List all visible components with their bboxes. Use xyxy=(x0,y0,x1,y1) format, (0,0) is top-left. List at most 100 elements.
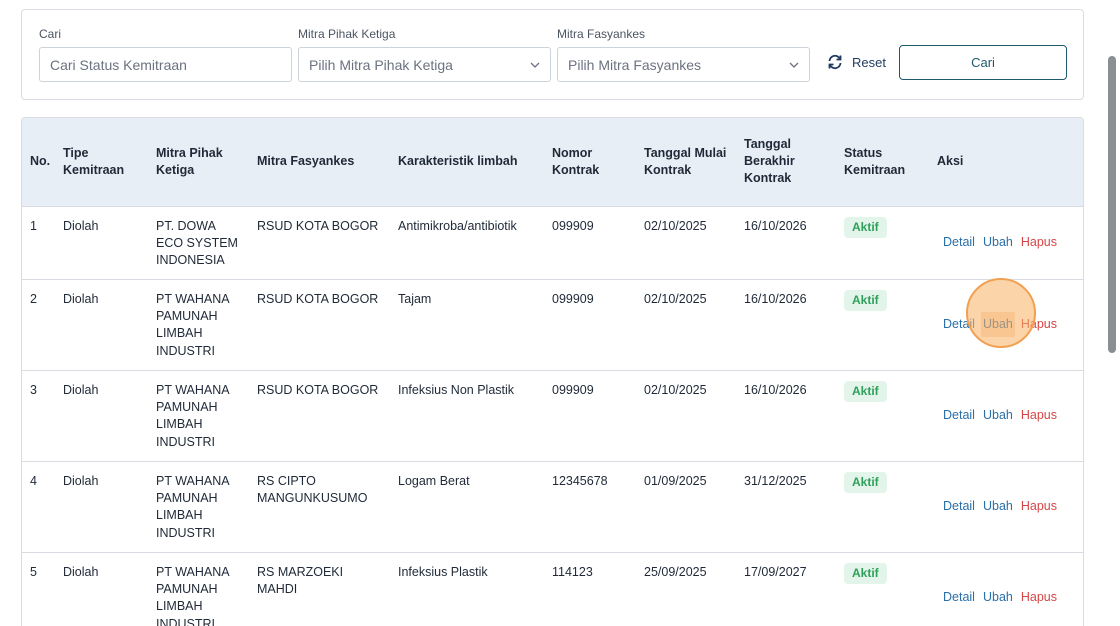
detail-link[interactable]: Detail xyxy=(943,407,975,422)
delete-link[interactable]: Hapus xyxy=(1020,498,1057,513)
cell-no: 5 xyxy=(22,551,55,626)
cell-pihak: PT WAHANA PAMUNAH LIMBAH INDUSTRI xyxy=(148,551,249,626)
reset-label: Reset xyxy=(852,54,886,70)
detail-link[interactable]: Detail xyxy=(943,498,975,513)
status-badge: Aktif xyxy=(844,216,887,238)
cell-no: 1 xyxy=(22,205,55,279)
column-header: Karakteristik limbah xyxy=(398,154,518,169)
cell-status: Aktif xyxy=(836,551,929,626)
status-badge: Aktif xyxy=(844,289,887,311)
cell-mulai: 02/10/2025 xyxy=(636,369,736,461)
table-header-row: No. Tipe Kemitraan Mitra Pihak Ketiga Mitra… xyxy=(22,118,1083,206)
cell-mulai: 02/10/2025 xyxy=(636,278,736,370)
edit-link[interactable]: Ubah xyxy=(982,407,1013,422)
cell-actions: Detail Ubah Hapus xyxy=(929,278,1083,370)
column-header: Tipe Kemitraan xyxy=(63,145,125,177)
cell-berakhir: 16/10/2026 xyxy=(736,205,836,279)
edit-link[interactable]: Ubah xyxy=(982,590,1013,605)
table-row: 3 Diolah PT WAHANA PAMUNAH LIMBAH INDUSTRI… xyxy=(22,369,1083,461)
cell-limbah: Infeksius Non Plastik xyxy=(390,369,544,461)
cell-tipe: Diolah xyxy=(55,551,148,626)
refresh-icon xyxy=(828,54,842,70)
cell-status: Aktif xyxy=(836,205,929,279)
cell-tipe: Diolah xyxy=(55,205,148,279)
scrollbar-thumb[interactable] xyxy=(1108,56,1116,353)
cell-kontrak: 114123 xyxy=(544,551,636,626)
edit-link[interactable]: Ubah xyxy=(980,311,1015,338)
status-badge: Aktif xyxy=(844,471,887,493)
facility-select-value: Pilih Mitra Fasyankes xyxy=(568,56,702,73)
column-header: Mitra Pihak Ketiga xyxy=(156,145,223,177)
cell-actions: Detail Ubah Hapus xyxy=(929,369,1083,461)
cell-actions: Detail Ubah Hapus xyxy=(929,460,1083,552)
facility-field-group: Mitra Fasyankes Pilih Mitra Fasyankes xyxy=(557,27,810,82)
cell-limbah: Antimikroba/antibiotik xyxy=(390,205,544,279)
column-header: Aksi xyxy=(937,154,964,169)
third-party-field-group: Mitra Pihak Ketiga Pilih Mitra Pihak Ket… xyxy=(298,27,551,82)
status-badge: Aktif xyxy=(844,562,887,584)
cell-tipe: Diolah xyxy=(55,369,148,461)
chevron-down-icon xyxy=(530,62,540,68)
cell-no: 2 xyxy=(22,278,55,370)
cell-fasyankes: RSUD KOTA BOGOR xyxy=(249,278,390,370)
cell-berakhir: 17/09/2027 xyxy=(736,551,836,626)
cell-limbah: Tajam xyxy=(390,278,544,370)
cell-no: 4 xyxy=(22,460,55,552)
partnership-table: No. Tipe Kemitraan Mitra Pihak Ketiga Mitra… xyxy=(21,117,1084,626)
chevron-down-icon xyxy=(789,62,799,68)
cell-actions: Detail Ubah Hapus xyxy=(929,205,1083,279)
cell-fasyankes: RSUD KOTA BOGOR xyxy=(249,205,390,279)
cell-tipe: Diolah xyxy=(55,460,148,552)
third-party-select-value: Pilih Mitra Pihak Ketiga xyxy=(309,56,453,73)
filter-panel: Cari Cari Status Kemitraan Mitra Pihak K… xyxy=(21,9,1084,100)
column-header: Nomor Kontrak xyxy=(552,145,600,177)
column-header: Tanggal Mulai Kontrak xyxy=(644,145,727,177)
edit-link[interactable]: Ubah xyxy=(982,498,1013,513)
table-row: 2 Diolah PT WAHANA PAMUNAH LIMBAH INDUSTRI… xyxy=(22,278,1083,370)
search-field-group: Cari Cari Status Kemitraan xyxy=(39,27,292,82)
delete-link[interactable]: Hapus xyxy=(1020,316,1057,331)
search-label: Cari xyxy=(39,27,62,41)
status-badge: Aktif xyxy=(844,380,887,402)
facility-label: Mitra Fasyankes xyxy=(557,27,646,41)
reset-button[interactable]: Reset xyxy=(826,53,886,71)
column-header: Tanggal Berakhir Kontrak xyxy=(744,137,795,186)
cell-berakhir: 31/12/2025 xyxy=(736,460,836,552)
cell-mulai: 25/09/2025 xyxy=(636,551,736,626)
cell-kontrak: 099909 xyxy=(544,205,636,279)
column-header: No. xyxy=(30,154,51,169)
cell-limbah: Infeksius Plastik xyxy=(390,551,544,626)
table-row: 4 Diolah PT WAHANA PAMUNAH LIMBAH INDUSTRI… xyxy=(22,460,1083,552)
cell-actions: Detail Ubah Hapus xyxy=(929,551,1083,626)
delete-link[interactable]: Hapus xyxy=(1020,407,1057,422)
cell-berakhir: 16/10/2026 xyxy=(736,278,836,370)
edit-link[interactable]: Ubah xyxy=(982,234,1013,249)
delete-link[interactable]: Hapus xyxy=(1020,234,1057,249)
third-party-label: Mitra Pihak Ketiga xyxy=(298,27,396,41)
cell-fasyankes: RS MARZOEKI MAHDI xyxy=(249,551,390,626)
cell-kontrak: 099909 xyxy=(544,278,636,370)
detail-link[interactable]: Detail xyxy=(943,316,975,331)
delete-link[interactable]: Hapus xyxy=(1020,590,1057,605)
search-button[interactable]: Cari xyxy=(899,45,1067,80)
cell-kontrak: 12345678 xyxy=(544,460,636,552)
cell-fasyankes: RSUD KOTA BOGOR xyxy=(249,369,390,461)
cell-limbah: Logam Berat xyxy=(390,460,544,552)
third-party-select[interactable]: Pilih Mitra Pihak Ketiga xyxy=(298,47,551,82)
column-header: Mitra Fasyankes xyxy=(257,154,355,169)
cell-kontrak: 099909 xyxy=(544,369,636,461)
detail-link[interactable]: Detail xyxy=(943,234,975,249)
cell-berakhir: 16/10/2026 xyxy=(736,369,836,461)
cell-mulai: 01/09/2025 xyxy=(636,460,736,552)
cell-pihak: PT. DOWA ECO SYSTEM INDONESIA xyxy=(148,205,249,279)
table-row: 5 Diolah PT WAHANA PAMUNAH LIMBAH INDUSTRI… xyxy=(22,551,1083,626)
cell-status: Aktif xyxy=(836,460,929,552)
search-input[interactable]: Cari Status Kemitraan xyxy=(39,47,292,82)
cell-mulai: 02/10/2025 xyxy=(636,205,736,279)
cell-pihak: PT WAHANA PAMUNAH LIMBAH INDUSTRI xyxy=(148,369,249,461)
facility-select[interactable]: Pilih Mitra Fasyankes xyxy=(557,47,810,82)
cell-status: Aktif xyxy=(836,369,929,461)
cell-status: Aktif xyxy=(836,278,929,370)
cell-pihak: PT WAHANA PAMUNAH LIMBAH INDUSTRI xyxy=(148,460,249,552)
detail-link[interactable]: Detail xyxy=(943,590,975,605)
